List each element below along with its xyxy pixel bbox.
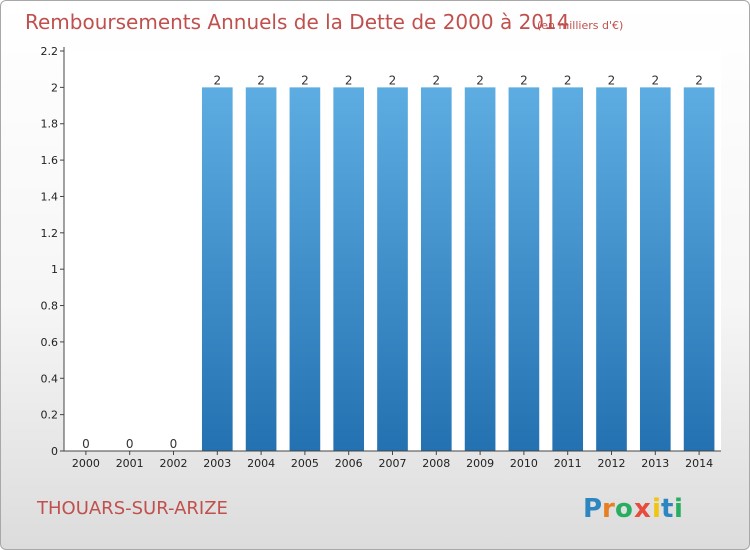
- chart-subtitle: (en milliers d'€): [537, 19, 623, 32]
- y-tick-label: 1: [51, 263, 58, 276]
- x-tick-label: 2001: [116, 457, 144, 470]
- x-tick-label: 2012: [598, 457, 626, 470]
- logo-letter-x: x: [634, 494, 651, 524]
- x-tick-label: 2006: [335, 457, 363, 470]
- data-label-2008: 2: [432, 73, 440, 87]
- bars-group: [201, 87, 715, 451]
- y-tick-label: 0.4: [41, 372, 59, 385]
- chart-title-group: Remboursements Annuels de la Dette de 20…: [25, 10, 623, 34]
- bar-2009: [464, 87, 496, 451]
- x-tick-label: 2007: [379, 457, 407, 470]
- data-label-2007: 2: [389, 73, 397, 87]
- commune-name: THOUARS-SUR-ARIZE: [36, 498, 228, 519]
- data-labels-group: 0 0 0 2 2 2 2 2 2 2 2 2 2 2 2: [82, 73, 703, 451]
- bar-2013: [639, 87, 671, 451]
- y-tick-label: 0.6: [41, 336, 59, 349]
- y-tick-label: 0: [51, 445, 58, 458]
- logo-letter-i2: i: [674, 494, 683, 524]
- bar-2011: [552, 87, 584, 451]
- y-axis: 0 0.2 0.4 0.6 0.8 1 1.2 1.4 1.6 1.8 2 2.2: [41, 45, 65, 458]
- data-label-2012: 2: [608, 73, 616, 87]
- bar-2005: [289, 87, 321, 451]
- bar-2006: [333, 87, 365, 451]
- data-label-2000: 0: [82, 437, 90, 451]
- x-tick-label: 2008: [422, 457, 450, 470]
- y-tick-label: 2: [51, 81, 58, 94]
- bar-2012: [596, 87, 627, 451]
- data-label-2010: 2: [520, 73, 528, 87]
- data-label-2005: 2: [301, 73, 309, 87]
- y-tick-label: 1.4: [41, 190, 59, 203]
- logo-letter-o: o: [615, 494, 633, 524]
- bar-2004: [245, 87, 277, 451]
- proxiti-logo: P r o x i t i: [583, 494, 683, 524]
- bar-2010: [508, 87, 540, 451]
- bar-2003: [201, 87, 233, 451]
- bar-2008: [420, 87, 452, 451]
- bar-2014: [683, 87, 715, 451]
- x-tick-label: 2004: [247, 457, 275, 470]
- logo-letter-i1: i: [652, 494, 661, 524]
- bar-2007: [377, 87, 408, 451]
- data-label-2006: 2: [345, 73, 353, 87]
- x-axis: 2000 2001 2002 2003 2004 2005 2006 2007 2008 2009…: [64, 450, 721, 470]
- logo-letter-r: r: [602, 494, 615, 524]
- y-tick-label: 0.2: [41, 409, 59, 422]
- logo-letter-t: t: [661, 494, 673, 524]
- chart-title: Remboursements Annuels de la Dette de 20…: [25, 10, 569, 34]
- x-tick-label: 2002: [160, 457, 188, 470]
- data-label-2001: 0: [126, 437, 134, 451]
- x-tick-label: 2014: [685, 457, 713, 470]
- data-label-2011: 2: [564, 73, 572, 87]
- x-tick-label: 2009: [466, 457, 494, 470]
- x-tick-label: 2010: [510, 457, 538, 470]
- data-label-2014: 2: [695, 73, 703, 87]
- y-tick-label: 2.2: [41, 45, 59, 58]
- x-tick-label: 2000: [72, 457, 100, 470]
- data-label-2013: 2: [651, 73, 659, 87]
- y-tick-label: 1.6: [41, 154, 59, 167]
- y-tick-label: 1.2: [41, 227, 59, 240]
- y-tick-label: 0.8: [41, 300, 59, 313]
- y-tick-label: 1.8: [41, 118, 59, 131]
- x-tick-label: 2013: [641, 457, 669, 470]
- data-label-2002: 0: [170, 437, 178, 451]
- x-tick-label: 2005: [291, 457, 319, 470]
- data-label-2009: 2: [476, 73, 484, 87]
- x-tick-label: 2011: [554, 457, 582, 470]
- logo-letter-p: P: [583, 494, 602, 524]
- data-label-2003: 2: [213, 73, 221, 87]
- data-label-2004: 2: [257, 73, 265, 87]
- x-tick-label: 2003: [203, 457, 231, 470]
